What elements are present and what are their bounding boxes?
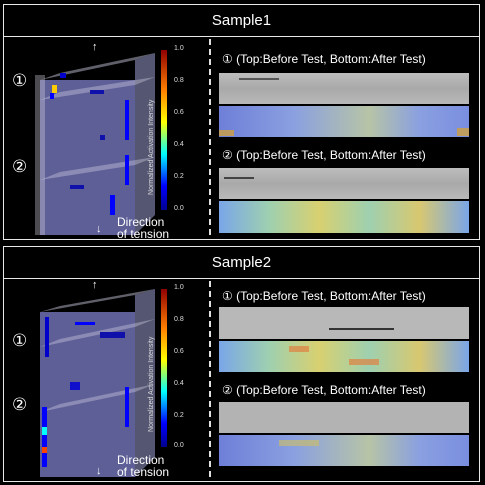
direction-label: Direction of tension [117, 454, 169, 478]
direction-line2: of tension [117, 227, 170, 241]
up-arrow-icon: ↑ [92, 279, 98, 291]
sample1-colorbar [161, 50, 167, 210]
sample1-3d-specimen [35, 53, 155, 235]
marker-2: ② [12, 157, 28, 176]
tick-0-6: 0.6 [174, 109, 184, 116]
sample1-strip-1-after [219, 106, 469, 137]
sample2-strip-2-after [219, 435, 469, 466]
colorbar-label: Normalized Activation Intensity [148, 336, 155, 432]
sample2-strip-2-before [219, 402, 469, 433]
up-arrow-icon: ↑ [92, 41, 98, 53]
direction-line2: of tension [117, 465, 170, 479]
sample1-strip-1-before [219, 73, 469, 104]
sample2-strip-1-after [219, 341, 469, 372]
tick-1-0: 1.0 [174, 284, 184, 291]
caption-1: ① (Top:Before Test, Bottom:After Test) [222, 289, 426, 303]
sample1-title: Sample1 [4, 5, 479, 37]
sample1-panel: Sample1 ↑ ↓ ① ② 1.0 0.8 0.6 0.4 0.2 0.0 … [3, 4, 480, 240]
direction-label: Direction of tension [117, 216, 169, 240]
sample2-3d-specimen [40, 289, 155, 477]
sample2-strip-1-before [219, 307, 469, 339]
sample2-colorbar [161, 289, 167, 447]
down-arrow-icon: ↓ [96, 223, 102, 235]
tick-1-0: 1.0 [174, 45, 184, 52]
marker-1: ① [12, 331, 28, 350]
tick-0-0: 0.0 [174, 205, 184, 212]
caption-2: ② (Top:Before Test, Bottom:After Test) [222, 383, 426, 397]
panel-divider [209, 39, 211, 235]
sample1-strip-2-after [219, 201, 469, 233]
caption-1: ① (Top:Before Test, Bottom:After Test) [222, 52, 426, 66]
down-arrow-icon: ↓ [96, 465, 102, 477]
tick-0-4: 0.4 [174, 380, 184, 387]
tick-0-2: 0.2 [174, 412, 184, 419]
direction-line1: Direction [117, 215, 165, 229]
direction-line1: Direction [117, 453, 165, 467]
tick-0-2: 0.2 [174, 173, 184, 180]
marker-2: ② [12, 395, 28, 414]
panel-divider [209, 281, 211, 477]
sample2-panel: Sample2 ↑ ↓ ① ② 1.0 0.8 0.6 0.4 0.2 0.0 … [3, 246, 480, 482]
sample2-title: Sample2 [4, 247, 479, 279]
caption-2: ② (Top:Before Test, Bottom:After Test) [222, 148, 426, 162]
sample1-strip-2-before [219, 168, 469, 199]
tick-0-4: 0.4 [174, 141, 184, 148]
marker-1: ① [12, 71, 28, 90]
tick-0-0: 0.0 [174, 442, 184, 449]
tick-0-8: 0.8 [174, 316, 184, 323]
colorbar-label: Normalized Activation Intensity [148, 99, 155, 195]
tick-0-8: 0.8 [174, 77, 184, 84]
tick-0-6: 0.6 [174, 348, 184, 355]
